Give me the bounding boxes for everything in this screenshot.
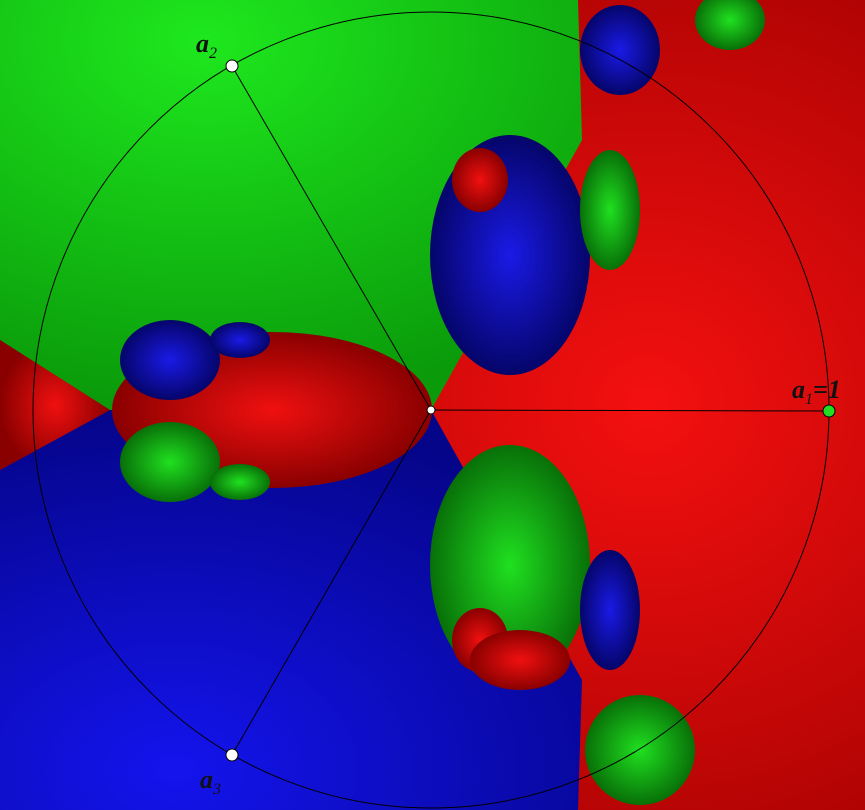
blue-lobe [210,322,270,358]
label-part: 2 [209,45,217,62]
green-lobe [210,464,270,500]
green-lobe [120,422,220,502]
center-point [427,406,435,414]
root-point [226,60,238,72]
blue-lobe [120,320,220,400]
blue-lobe [580,5,660,95]
basins [0,0,865,810]
label-part: =1 [813,375,841,404]
label-part: a [196,29,209,58]
green-lobe [580,150,640,270]
root-point [823,405,835,417]
label-part: 3 [212,781,221,798]
newton-fractal: a1=1 a2 a3 [0,0,865,810]
root-point [226,749,238,761]
root-label: a1=1 [792,375,841,408]
blue-lobe [580,550,640,670]
red-lobe [452,148,508,212]
red-lobe [470,630,570,690]
label-part: a [792,375,805,404]
green-lobe [585,695,695,805]
label-part: 1 [805,391,813,408]
label-part: a [200,765,213,794]
